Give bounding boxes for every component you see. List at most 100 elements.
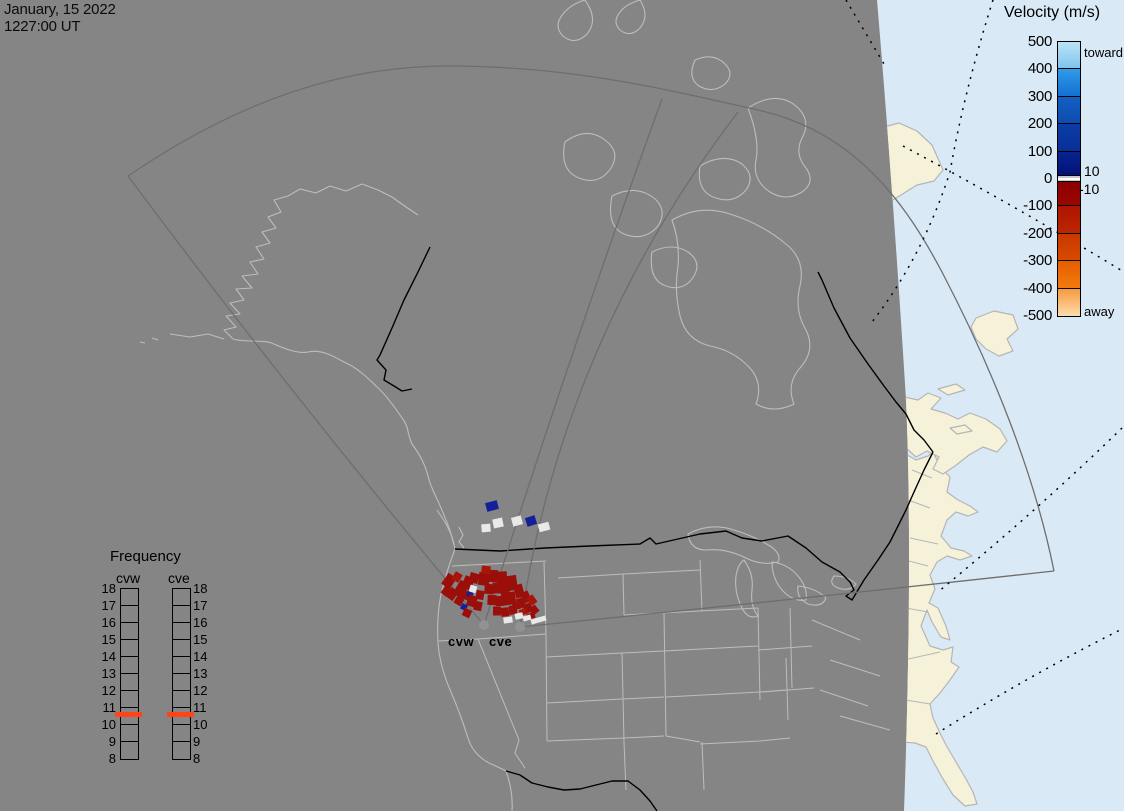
colorbar-segment (1058, 261, 1080, 289)
velocity-cell (484, 583, 494, 595)
anticosti-island (937, 383, 966, 396)
threshold-upper-label: 10 (1084, 163, 1100, 179)
frequency-tick-label: 12 (193, 683, 208, 698)
frequency-tick-label: 14 (193, 649, 208, 664)
velocity-cell (522, 614, 532, 622)
day-hemisphere (877, 0, 1124, 811)
newfoundland-land (970, 310, 1019, 357)
velocity-legend-title: Velocity (m/s) (1004, 4, 1101, 21)
state-borders (437, 559, 891, 791)
colorbar-segment (1058, 288, 1080, 316)
frequency-cell (121, 674, 138, 691)
velocity-cell (440, 585, 452, 597)
velocity-tick-label: -300 (1023, 252, 1052, 270)
frequency-cell (121, 708, 138, 725)
frequency-tick-label: 17 (193, 598, 208, 613)
velocity-cell (511, 601, 521, 611)
velocity-cell (481, 523, 491, 533)
velocity-cell (492, 582, 502, 594)
frequency-tick-label: 15 (101, 632, 116, 647)
frequency-tick-label: 10 (193, 717, 208, 732)
radar-fov-fan (127, 65, 1055, 628)
radar-site-dot-cve (515, 622, 525, 632)
velocity-tick-label: -100 (1023, 197, 1052, 215)
frequency-cell (173, 708, 190, 725)
frequency-cell (121, 589, 138, 606)
frequency-cell (121, 725, 138, 742)
away-label: away (1084, 304, 1115, 319)
velocity-tick-label: -400 (1023, 279, 1052, 297)
radar-label-cvw: cvw (448, 634, 475, 649)
velocity-tick-label: 200 (1027, 115, 1052, 133)
frequency-column-cve: cve (168, 570, 190, 586)
frequency-tick-label: 13 (101, 666, 116, 681)
velocity-tick-label: 300 (1027, 87, 1052, 105)
frequency-cell (173, 674, 190, 691)
colorbar-segment (1058, 181, 1080, 207)
frequency-cell (121, 691, 138, 708)
timestamp-block: January, 15 2022 1227:00 UT (4, 1, 116, 35)
frequency-cell (173, 691, 190, 708)
velocity-cell (526, 594, 538, 606)
colorbar-segment (1058, 206, 1080, 234)
velocity-cell (514, 612, 524, 620)
national-borders (376, 246, 934, 811)
frequency-tick-label: 11 (102, 700, 117, 715)
velocity-tick-label: 100 (1027, 142, 1052, 160)
frequency-bar-cvw (120, 588, 139, 760)
colorbar-segment (1058, 69, 1080, 97)
frequency-cell (121, 606, 138, 623)
radar-site-dot-cvw (479, 620, 489, 630)
frequency-column-cvw: cvw (116, 570, 141, 586)
frequency-tick-label: 11 (193, 700, 207, 715)
frequency-marker (167, 712, 194, 717)
velocity-cell (461, 607, 473, 619)
velocity-tick-label: 0 (1043, 170, 1052, 187)
frequency-tick-label: 16 (101, 615, 116, 630)
velocity-cell (530, 617, 540, 625)
velocity-cell (451, 571, 463, 583)
frequency-tick-label: 15 (193, 632, 208, 647)
velocity-cell (487, 594, 497, 606)
date-label: January, 15 2022 (4, 1, 116, 18)
radar-label-cve: cve (489, 634, 513, 649)
frequency-tick-label: 14 (101, 649, 116, 664)
frequency-cell (173, 589, 190, 606)
colorbar-segment (1058, 151, 1080, 176)
velocity-cell (492, 517, 504, 529)
frequency-tick-label: 12 (101, 683, 116, 698)
frequency-tick-label: 16 (193, 615, 208, 630)
velocity-cell (505, 591, 517, 605)
colorbar-segment (1058, 124, 1080, 152)
frequency-marker (115, 712, 142, 717)
hudson-bay (671, 209, 811, 410)
toward-label: toward (1084, 45, 1124, 60)
frequency-cell (121, 640, 138, 657)
frequency-cell (121, 742, 138, 759)
velocity-tick-label: -200 (1023, 224, 1052, 242)
velocity-cell (453, 595, 465, 607)
frequency-tick-label: 8 (108, 751, 116, 766)
velocity-cell (537, 521, 551, 533)
colorbar-segment (1058, 96, 1080, 125)
velocity-cell (493, 606, 501, 616)
velocity-cell (475, 589, 485, 601)
velocity-cell (500, 607, 510, 617)
velocity-cell (537, 615, 547, 623)
frequency-legend-title: Frequency (110, 548, 181, 565)
frequency-cell (121, 657, 138, 674)
velocity-cell (477, 571, 491, 587)
frequency-bar-cve (172, 588, 191, 760)
velocity-cell (503, 616, 513, 624)
coastlines (139, 183, 513, 811)
colorbar-segment (1058, 233, 1080, 262)
frequency-cell (121, 623, 138, 640)
frequency-tick-label: 10 (101, 717, 116, 732)
frequency-cell (173, 657, 190, 674)
groundscatter-band (1058, 175, 1080, 182)
velocity-cell (511, 515, 523, 527)
velocity-cell (495, 595, 505, 607)
frequency-tick-label: 18 (193, 581, 208, 596)
